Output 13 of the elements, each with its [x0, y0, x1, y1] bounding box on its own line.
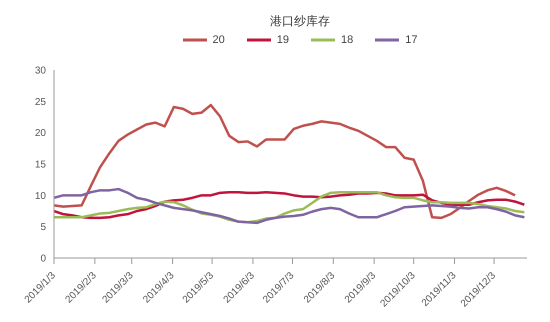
y-tick-label: 25 — [34, 96, 46, 108]
y-tick-label: 0 — [40, 254, 46, 265]
y-tick-label: 5 — [40, 222, 46, 234]
legend-label: 20 — [212, 34, 225, 46]
y-tick-label: 15 — [34, 160, 46, 171]
y-tick-label: 30 — [34, 66, 46, 77]
chart-title: 港口纱库存 — [269, 13, 331, 30]
legend-label: 17 — [405, 34, 418, 46]
legend-label: 19 — [276, 34, 289, 46]
line-series — [54, 104, 516, 220]
y-tick-label: 20 — [34, 128, 46, 140]
legend-label: 18 — [341, 34, 354, 46]
y-tick-label: 10 — [34, 190, 46, 202]
